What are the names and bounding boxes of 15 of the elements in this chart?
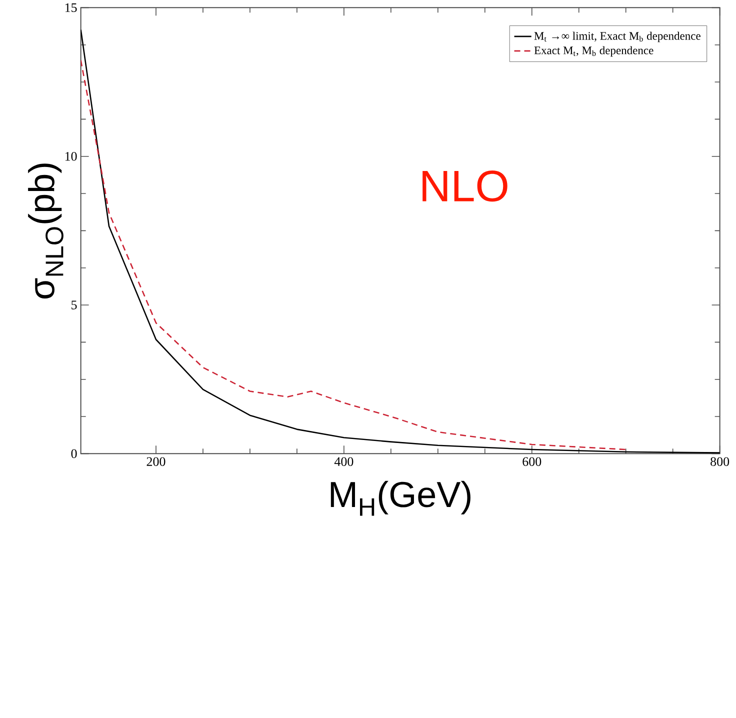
y-tick-label: 10: [65, 152, 77, 161]
line-series: [80, 28, 720, 454]
x-tick-label: 800: [710, 457, 730, 466]
x-tick-label: 200: [146, 457, 166, 466]
line-series: [80, 60, 626, 450]
x-axis-title: M$_{H}$(GeV): [330, 480, 470, 516]
y-tick-label: 0: [71, 449, 77, 458]
y-tick-label: 15: [65, 3, 77, 12]
y-axis-title: σ$_{NLO}$(pb): [28, 163, 64, 298]
x-tick-label: 400: [334, 457, 354, 466]
x-tick-label: 600: [522, 457, 542, 466]
legend-label: Exact M$_{t}$, M$_{b}$ dependence: [534, 46, 654, 56]
legend-label: M$_{t}$ →∞ limit, Exact M$_{b}$ dependence: [534, 32, 700, 42]
annotation: NLO: [422, 170, 508, 202]
y-tick-label: 5: [72, 300, 77, 310]
